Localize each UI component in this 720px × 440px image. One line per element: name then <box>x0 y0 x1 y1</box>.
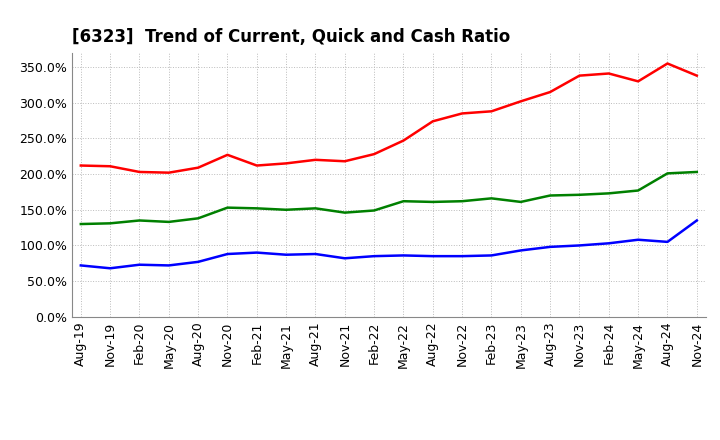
Current Ratio <box>399 138 408 143</box>
Quick Ratio <box>282 207 290 213</box>
Cash Ratio <box>693 218 701 223</box>
Current Ratio <box>194 165 202 170</box>
Text: [6323]  Trend of Current, Quick and Cash Ratio: [6323] Trend of Current, Quick and Cash … <box>72 28 510 46</box>
Cash Ratio <box>546 244 554 249</box>
Cash Ratio <box>370 253 379 259</box>
Cash Ratio <box>76 263 85 268</box>
Cash Ratio <box>164 263 173 268</box>
Quick Ratio <box>194 216 202 221</box>
Cash Ratio <box>487 253 496 258</box>
Current Ratio <box>605 71 613 76</box>
Quick Ratio <box>458 198 467 204</box>
Current Ratio <box>282 161 290 166</box>
Quick Ratio <box>663 171 672 176</box>
Current Ratio <box>458 111 467 116</box>
Line: Cash Ratio: Cash Ratio <box>81 220 697 268</box>
Quick Ratio <box>76 221 85 227</box>
Quick Ratio <box>370 208 379 213</box>
Cash Ratio <box>399 253 408 258</box>
Quick Ratio <box>693 169 701 175</box>
Quick Ratio <box>311 206 320 211</box>
Quick Ratio <box>164 219 173 224</box>
Quick Ratio <box>399 198 408 204</box>
Current Ratio <box>428 119 437 124</box>
Current Ratio <box>663 61 672 66</box>
Current Ratio <box>135 169 144 175</box>
Current Ratio <box>634 79 642 84</box>
Current Ratio <box>487 109 496 114</box>
Current Ratio <box>253 163 261 168</box>
Quick Ratio <box>605 191 613 196</box>
Cash Ratio <box>575 243 584 248</box>
Cash Ratio <box>253 250 261 255</box>
Current Ratio <box>223 152 232 158</box>
Quick Ratio <box>575 192 584 198</box>
Current Ratio <box>164 170 173 175</box>
Cash Ratio <box>223 251 232 257</box>
Quick Ratio <box>516 199 525 205</box>
Current Ratio <box>311 157 320 162</box>
Line: Current Ratio: Current Ratio <box>81 63 697 172</box>
Quick Ratio <box>428 199 437 205</box>
Current Ratio <box>516 99 525 104</box>
Quick Ratio <box>487 196 496 201</box>
Cash Ratio <box>341 256 349 261</box>
Cash Ratio <box>311 251 320 257</box>
Cash Ratio <box>135 262 144 268</box>
Quick Ratio <box>634 188 642 193</box>
Cash Ratio <box>663 239 672 245</box>
Cash Ratio <box>106 266 114 271</box>
Current Ratio <box>693 73 701 78</box>
Current Ratio <box>370 151 379 157</box>
Quick Ratio <box>546 193 554 198</box>
Current Ratio <box>575 73 584 78</box>
Cash Ratio <box>194 259 202 264</box>
Quick Ratio <box>223 205 232 210</box>
Cash Ratio <box>428 253 437 259</box>
Quick Ratio <box>253 206 261 211</box>
Current Ratio <box>106 164 114 169</box>
Quick Ratio <box>106 221 114 226</box>
Quick Ratio <box>341 210 349 215</box>
Current Ratio <box>76 163 85 168</box>
Cash Ratio <box>282 252 290 257</box>
Cash Ratio <box>634 237 642 242</box>
Cash Ratio <box>605 241 613 246</box>
Cash Ratio <box>516 248 525 253</box>
Current Ratio <box>546 89 554 95</box>
Cash Ratio <box>458 253 467 259</box>
Current Ratio <box>341 158 349 164</box>
Quick Ratio <box>135 218 144 223</box>
Line: Quick Ratio: Quick Ratio <box>81 172 697 224</box>
